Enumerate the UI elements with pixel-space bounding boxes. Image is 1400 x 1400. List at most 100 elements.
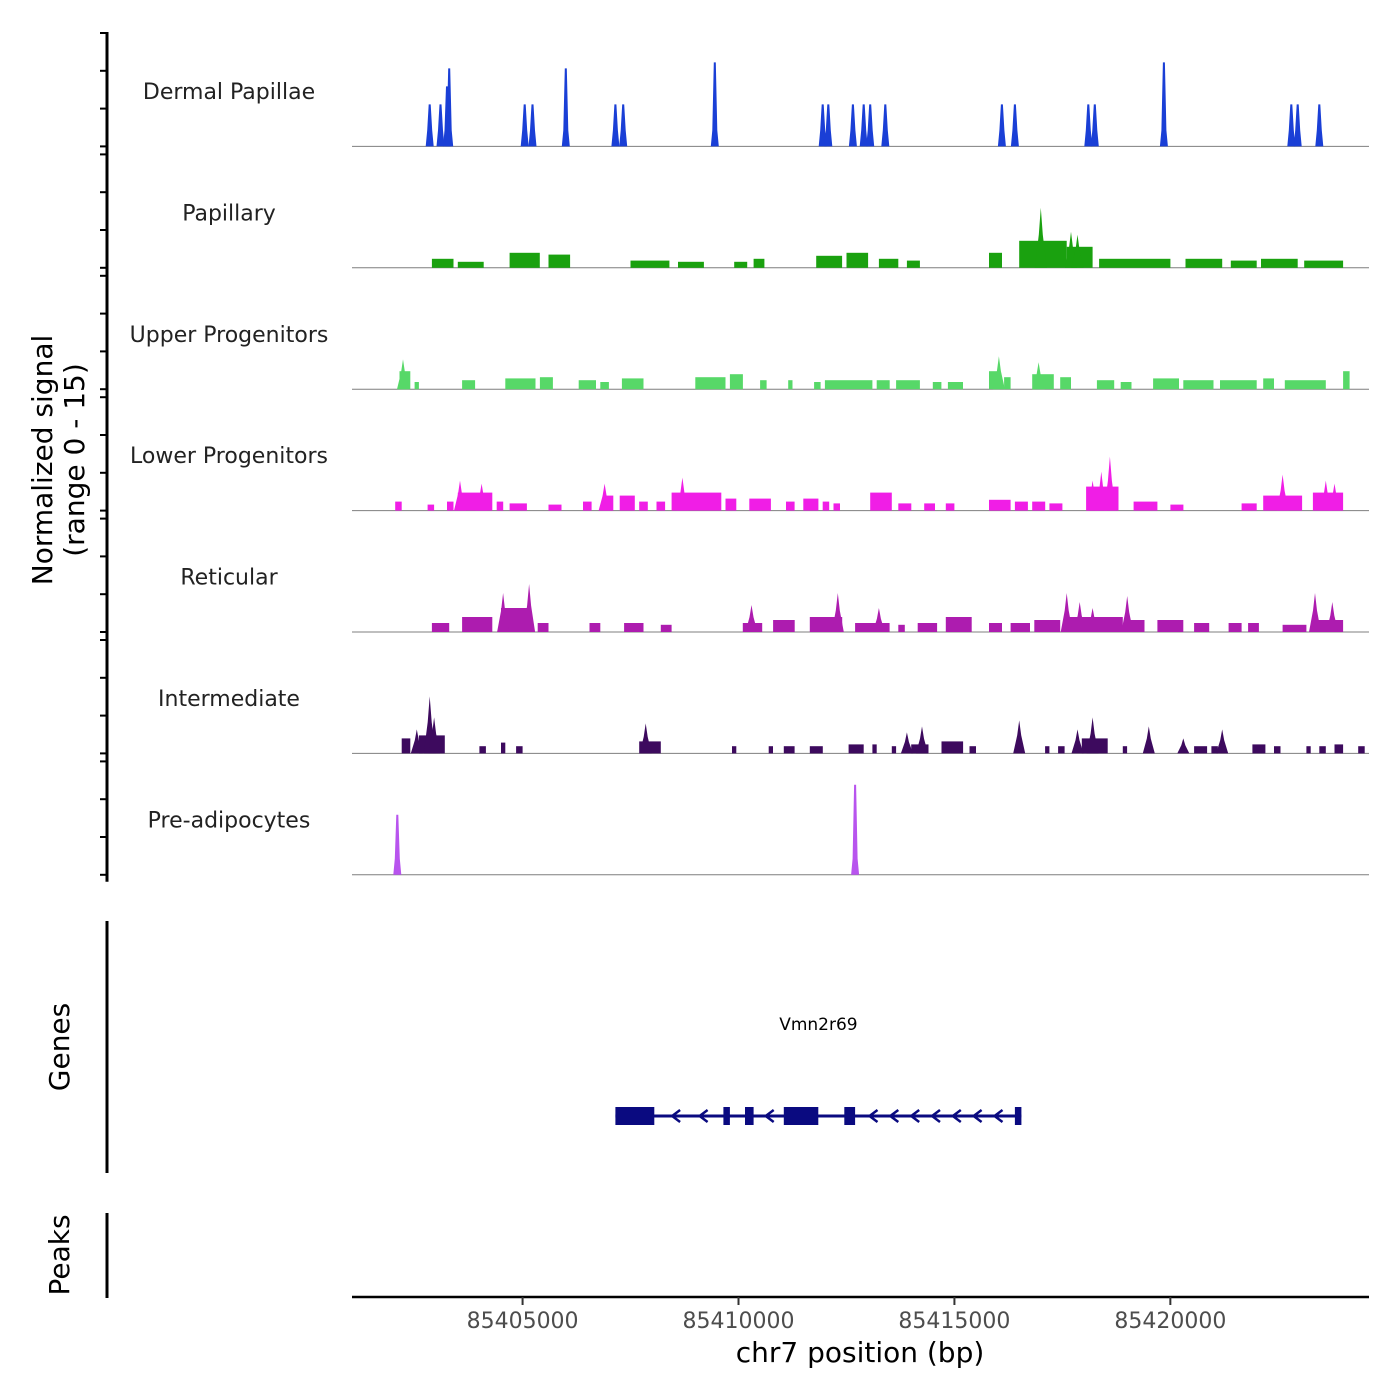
signal-segment (1099, 258, 1171, 268)
signal-segment (822, 501, 830, 511)
signal-segment (695, 377, 726, 390)
signal-peak (1084, 104, 1093, 147)
signal-peak (676, 477, 689, 511)
signal-segment (1010, 623, 1030, 632)
signal-segment (814, 382, 821, 390)
signal-segment (1058, 746, 1065, 754)
signal-segment (1032, 501, 1046, 511)
signal-segment (678, 261, 704, 268)
signal-segment (1004, 377, 1011, 390)
signal-peak (866, 104, 875, 147)
strand-arrow (763, 1109, 775, 1123)
signal-segment (1153, 378, 1179, 390)
signal-segment (1304, 260, 1344, 268)
signal-segment (600, 382, 609, 390)
signal-peak (1060, 593, 1073, 632)
signal-peak (436, 104, 445, 147)
signal-segment (1014, 501, 1028, 511)
signal-segment (803, 498, 819, 511)
signal-segment (589, 623, 601, 632)
gene-exon (615, 1107, 655, 1125)
signal-peak (1010, 104, 1019, 147)
strand-arrow (950, 1109, 962, 1123)
track-label-pre-adipocytes: Pre-adipocytes (148, 808, 311, 833)
coverage-tracks (352, 62, 1369, 876)
signal-peak (1159, 62, 1168, 147)
signal-segment (786, 501, 795, 511)
signal-segment (578, 380, 596, 390)
signal-segment (509, 503, 527, 511)
signal-peak (1319, 480, 1332, 511)
signal-segment (639, 501, 648, 511)
signal-peak (831, 593, 844, 632)
signal-segment (896, 380, 920, 390)
signal-peak (528, 104, 537, 147)
track-upper-progenitors (352, 356, 1369, 390)
signal-segment (947, 382, 963, 390)
signal-segment (917, 623, 938, 632)
signal-peak (475, 483, 488, 511)
signal-segment (788, 380, 793, 390)
gene-exon (783, 1107, 819, 1125)
y-axis-title: Normalized signal (26, 335, 59, 586)
strand-arrow (888, 1109, 900, 1123)
signal-peak (1013, 720, 1026, 754)
track-label-papillary: Papillary (182, 201, 276, 226)
signal-peak (428, 717, 441, 754)
signal-peak (1086, 717, 1099, 754)
signal-segment (924, 503, 935, 511)
strand-arrow (697, 1109, 709, 1123)
strand-arrow (867, 1109, 879, 1123)
signal-segment (509, 252, 540, 268)
track-intermediate (352, 696, 1369, 754)
signal-peak (1315, 104, 1324, 147)
signal-segment (1133, 501, 1158, 511)
x-tick-label: 85415000 (898, 1309, 1010, 1334)
signal-peak (410, 729, 423, 754)
signal-segment (431, 258, 454, 268)
signal-peak (611, 104, 620, 147)
signal-segment (768, 746, 773, 754)
y-axis-title-range: (range 0 - 15) (58, 363, 91, 557)
gene-exon (745, 1107, 754, 1125)
signal-segment (427, 504, 435, 511)
signal-segment (479, 746, 486, 754)
signal-segment (945, 617, 972, 632)
signal-segment (505, 378, 536, 390)
signal-segment (548, 254, 571, 268)
signal-segment (548, 504, 562, 511)
signal-segment (989, 623, 1002, 632)
signal-peak (561, 68, 570, 147)
track-lower-progenitors (352, 456, 1369, 512)
signal-peak (1309, 593, 1321, 632)
signal-segment (660, 624, 672, 632)
signal-segment (1157, 620, 1184, 632)
signal-peak (445, 68, 454, 147)
gene-exon (844, 1107, 856, 1125)
signal-peak (454, 480, 466, 511)
signal-segment (447, 501, 454, 511)
signal-segment (848, 744, 864, 754)
signal-segment (872, 744, 877, 754)
track-dermal-papillae (352, 62, 1369, 147)
signal-segment (753, 258, 765, 268)
signal-segment (401, 738, 411, 754)
signal-segment (496, 501, 504, 511)
signal-peak (1276, 474, 1289, 511)
signal-peak (397, 359, 409, 390)
signal-segment (1034, 620, 1061, 632)
track-labels: Dermal Papillae Papillary Upper Progenitor… (130, 80, 329, 833)
signal-segment (1194, 623, 1210, 632)
signal-segment (1241, 503, 1257, 511)
signal-peak (818, 104, 827, 147)
signal-peak (1142, 726, 1155, 754)
strand-arrow (992, 1109, 1004, 1123)
signal-peak (745, 605, 758, 632)
signal-segment (783, 746, 795, 754)
signal-segment (583, 501, 592, 511)
x-tick-label: 85410000 (683, 1309, 795, 1334)
signal-peak (393, 814, 402, 875)
signal-segment (878, 258, 899, 268)
signal-segment (516, 746, 523, 754)
signal-peak (824, 104, 833, 147)
